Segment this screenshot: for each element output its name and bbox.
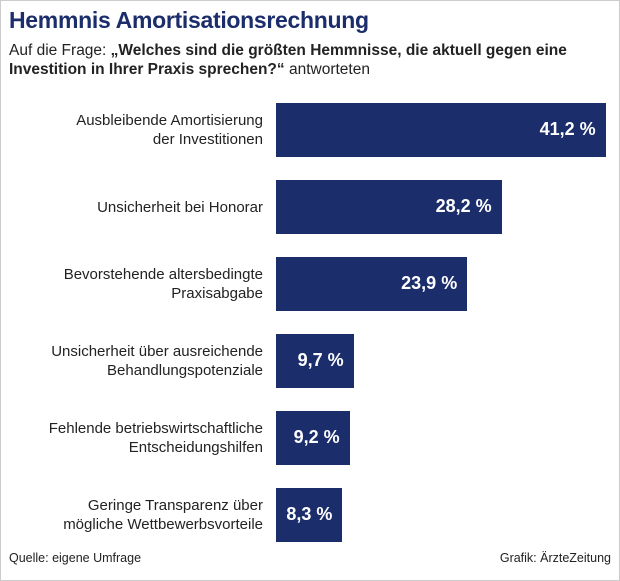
value-label: 41,2 % [539,119,596,139]
category-label: Unsicherheit bei Honorar [97,198,263,216]
subtitle-question: „Welches sind die größten Hemmnisse, die… [9,42,567,78]
category-label: Ausbleibende Amortisierung der Investiti… [76,112,263,148]
value-label: 8,3 % [286,504,333,524]
value-label: 9,7 % [297,350,344,370]
bar [276,488,343,542]
value-label: 23,9 % [401,273,458,293]
source: Quelle: eigene Umfrage [9,551,142,565]
category-label: Fehlende betriebswirtschaftliche Entsche… [48,420,263,456]
bar [276,334,354,388]
bar [276,257,468,311]
value-label: 9,2 % [293,427,340,447]
value-label: 28,2 % [435,196,492,216]
bar [276,180,502,234]
chart-title: Hemmnis Amortisationsrechnung [9,7,369,33]
subtitle-suffix: antworteten [288,61,370,78]
credit: Grafik: ÄrzteZeitung [499,551,611,565]
subtitle: Auf die Frage: „Welches sind die größten… [9,41,609,79]
category-label: Geringe Transparenz über mögliche Wettbe… [63,497,263,533]
bar [276,103,606,157]
subtitle-prefix: Auf die Frage: [9,42,107,59]
bar [276,411,350,465]
category-label: Unsicherheit über ausreichende Behandlun… [51,343,263,379]
category-label: Bevorstehende altersbedingte Praxisabgab… [63,266,263,302]
